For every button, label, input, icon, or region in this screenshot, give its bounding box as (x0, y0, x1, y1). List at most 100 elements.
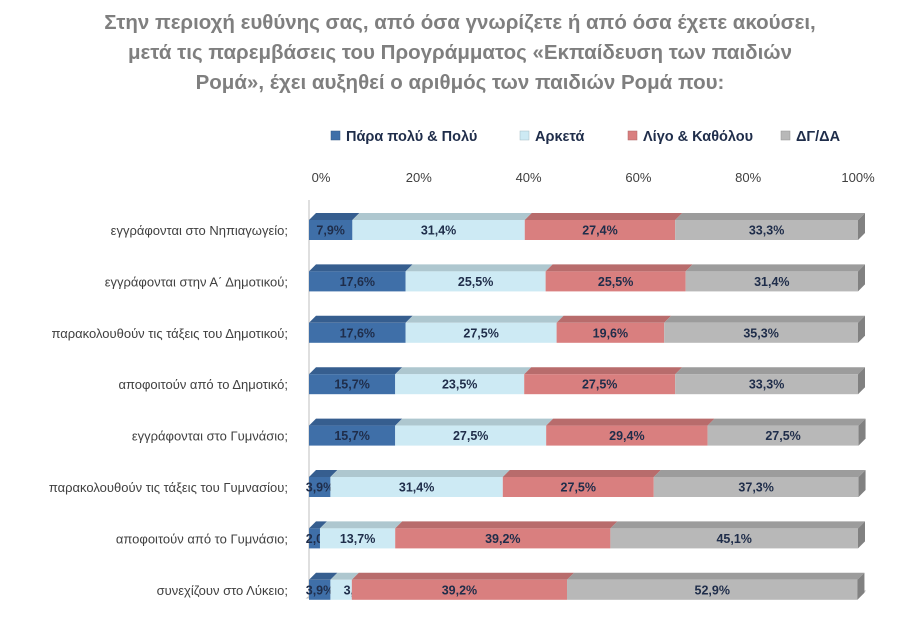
bar-segment (330, 579, 352, 600)
legend: Πάρα πολύ & Πολύ Αρκετά Λίγο & Καθόλου ΔΓ/Δ… (330, 129, 841, 145)
bar-segment (309, 374, 396, 395)
data-label: 37,3% (738, 481, 773, 495)
bar-segment-top (546, 418, 715, 426)
data-label: 3,9% (306, 583, 335, 597)
bar-segment-top (309, 521, 327, 529)
data-label: 39,2% (442, 583, 477, 597)
bar-segment (675, 220, 858, 240)
bar-segment (664, 322, 858, 343)
bar-segment-top (524, 367, 683, 375)
bar-segment-top (567, 572, 865, 580)
bar-segment (524, 374, 676, 395)
x-tick-label: 0% (312, 170, 331, 185)
data-label: 27,5% (561, 481, 596, 495)
bar-segment-top (653, 470, 866, 477)
bar-segment (524, 220, 676, 240)
bar-segment-top (309, 315, 413, 323)
bar-segment-top (309, 367, 403, 375)
x-tick-label: 20% (406, 170, 432, 185)
category-label: εγγράφονται στο Νηπιαγωγείο; (111, 223, 288, 238)
chart-title: Στην περιοχή ευθύνης σας, από όσα γνωρίζ… (20, 8, 900, 98)
bar-segment (502, 477, 654, 497)
x-tick-label: 100% (841, 170, 875, 185)
chart-title-line: Στην περιοχή ευθύνης σας, από όσα γνωρίζ… (104, 11, 816, 34)
bar-segment-top (352, 213, 532, 220)
data-label: 23,5% (442, 378, 477, 392)
bar-segment-top (395, 418, 554, 426)
bar-segment (309, 425, 396, 446)
data-label: 27,5% (582, 378, 617, 392)
legend-swatch (330, 130, 341, 141)
category-label: εγγράφονται στην Α΄ Δημοτικού; (105, 274, 288, 289)
data-label: 27,4% (582, 224, 617, 238)
bar-segment (309, 220, 353, 240)
data-label: 15,7% (334, 378, 369, 392)
bar-segment-top (405, 315, 564, 323)
legend-label: Πάρα πολύ & Πολύ (346, 129, 477, 145)
data-label: 27,5% (463, 326, 498, 340)
bar-segment (395, 374, 525, 395)
chart-title-line: Ρομά», έχει αυξηθεί ο αριθμός των παιδιώ… (195, 71, 725, 94)
bar-segment-side (858, 367, 865, 395)
bar-segment-side (858, 264, 865, 292)
data-label: 3,9% (306, 481, 335, 495)
bar-segment (545, 271, 686, 292)
bar-segment-side (857, 572, 865, 600)
legend-label: ΔΓ/ΔΑ (796, 129, 841, 145)
bar-segment-top (330, 572, 359, 580)
bar-segment-top (351, 572, 575, 580)
bar-segment-top (610, 521, 865, 529)
bar-segment-top (556, 315, 672, 323)
data-label: 35,3% (743, 326, 778, 340)
bar-segment-top (707, 418, 866, 426)
bar-segment (395, 528, 611, 549)
bar-segment-top (545, 264, 693, 272)
bar-segment (405, 271, 546, 292)
bar-segment (351, 579, 568, 600)
bar-segment-top (395, 367, 532, 375)
data-label: 27,5% (453, 429, 488, 443)
bar-segment (610, 528, 858, 549)
bar-segment (319, 528, 396, 549)
bar-segment-top (319, 521, 403, 529)
plot-area: 0% 20% 40% 60% 80% 100% εγγράφονται στο Νηπιαγ… (49, 170, 875, 600)
legend-item: ΔΓ/ΔΑ (780, 129, 841, 145)
bar-segment-top (309, 264, 413, 272)
bar-segment-top (524, 213, 683, 220)
legend-item: Πάρα πολύ & Πολύ (330, 129, 477, 145)
bar-segment (309, 477, 331, 497)
bar-segment-top (685, 264, 865, 272)
bar-segment-top (309, 418, 403, 426)
bar-segment-side (858, 315, 865, 343)
bar-segment-top (395, 521, 618, 529)
bar-segment-top (309, 572, 338, 580)
bar-segment-top (502, 470, 661, 477)
data-label: 17,6% (340, 326, 375, 340)
data-label: 17,6% (340, 275, 375, 289)
data-label: 25,5% (598, 275, 633, 289)
bar-segment-side (858, 418, 866, 446)
data-label: 13,7% (340, 532, 375, 546)
data-label: 39,2% (485, 532, 520, 546)
bar-segment-top (309, 213, 360, 220)
bar-segment (309, 322, 406, 343)
bar-segment (405, 322, 557, 343)
data-label: 25,5% (458, 275, 493, 289)
data-label: 15,7% (334, 429, 369, 443)
x-tick-label: 40% (516, 170, 542, 185)
x-tick-label: 80% (735, 170, 761, 185)
x-tick-label: 60% (625, 170, 651, 185)
bar-segment (685, 271, 858, 292)
chart-title-line: μετά τις παρεμβάσεις του Προγράμματος «Ε… (127, 41, 793, 64)
bar-segment-top (309, 470, 338, 477)
legend-swatch (780, 130, 791, 141)
data-label: 31,4% (399, 481, 434, 495)
legend-label: Αρκετά (535, 129, 584, 145)
legend-swatch (519, 130, 530, 141)
data-label: 27,5% (765, 429, 800, 443)
legend-item: Λίγο & Καθόλου (627, 129, 753, 145)
bar-segment (395, 425, 547, 446)
bar-segment (309, 271, 406, 292)
data-label: 33,3% (749, 224, 784, 238)
